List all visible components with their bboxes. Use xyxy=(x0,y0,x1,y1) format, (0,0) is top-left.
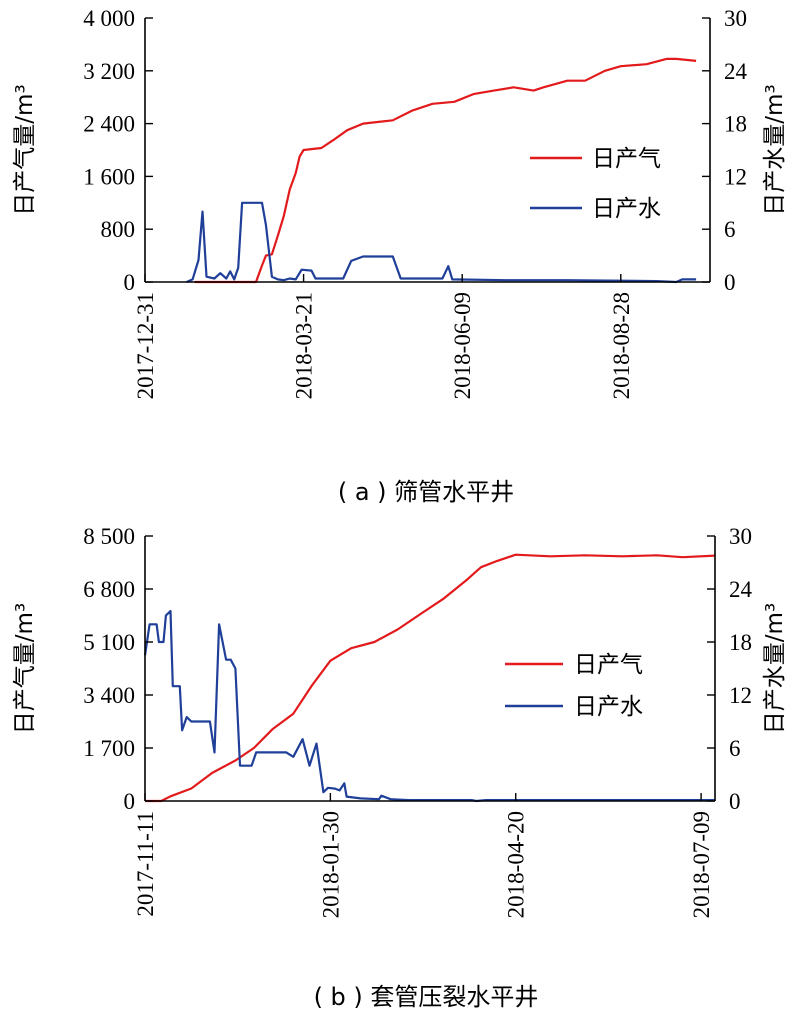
panel-caption: ( a ) 筛管水平井 xyxy=(338,478,514,506)
y-right-tick-label: 0 xyxy=(724,270,736,295)
x-tick-label: 2017-12-31 xyxy=(133,292,158,399)
y-right-tick-label: 30 xyxy=(729,524,752,549)
chart-panel-b: 0 1 700 3 400 5 100 6 800 8 500 0 6 12 18 24 30 2017… xyxy=(12,524,788,1011)
chart-panel-a: 0 800 1 600 2 400 3 200 4 000 0 6 12 18 24 30 2017-1… xyxy=(12,6,788,506)
y-left-tick-label: 2 400 xyxy=(83,112,135,137)
y-left-tick-label: 5 100 xyxy=(83,630,135,655)
y-right-tick-label: 24 xyxy=(729,577,753,602)
y-left-tick-label: 3 400 xyxy=(83,683,135,708)
y-left-tick-label: 1 600 xyxy=(83,164,135,189)
y-right-tick-label: 12 xyxy=(724,164,747,189)
series-line-water xyxy=(186,201,697,284)
y-right-tick-label: 18 xyxy=(724,112,747,137)
y-right-axis-title: 日产水量/m³ xyxy=(762,84,788,215)
x-tick-label: 2018-07-09 xyxy=(689,811,714,918)
x-tick-label: 2018-03-21 xyxy=(292,292,317,399)
panel-caption: ( b ) 套管压裂水平井 xyxy=(314,983,539,1011)
y-right-tick-label: 24 xyxy=(724,59,748,84)
series-line-gas xyxy=(145,553,716,803)
y-left-axis-title: 日产气量/m³ xyxy=(12,603,38,734)
x-tick-label: 2018-04-20 xyxy=(504,811,529,918)
x-tick-label: 2018-06-09 xyxy=(450,292,475,399)
x-tick-label: 2017-11-11 xyxy=(133,811,158,917)
y-right-tick-label: 18 xyxy=(729,630,752,655)
y-left-tick-label: 8 500 xyxy=(83,524,135,549)
y-right-tick-label: 30 xyxy=(724,6,747,31)
y-right-axis-title: 日产水量/m³ xyxy=(762,603,788,734)
legend-label: 日产水 xyxy=(592,196,661,222)
x-tick-label: 2018-08-28 xyxy=(609,292,634,399)
y-left-tick-label: 6 800 xyxy=(83,577,135,602)
y-left-axis-title: 日产气量/m³ xyxy=(12,84,38,215)
y-right-tick-label: 12 xyxy=(729,683,752,708)
y-right-tick-label: 6 xyxy=(724,217,736,242)
legend-label: 日产气 xyxy=(574,652,643,678)
y-left-tick-label: 0 xyxy=(124,789,136,814)
y-right-tick-label: 6 xyxy=(729,736,741,761)
y-left-tick-label: 3 200 xyxy=(83,59,135,84)
x-tick-label: 2018-01-30 xyxy=(318,811,343,918)
series-line-water xyxy=(143,610,715,803)
legend-label: 日产水 xyxy=(574,694,643,720)
legend-label: 日产气 xyxy=(592,146,661,172)
y-left-tick-label: 800 xyxy=(101,217,136,242)
y-right-tick-label: 0 xyxy=(729,789,741,814)
y-left-tick-label: 0 xyxy=(124,270,136,295)
y-left-tick-label: 4 000 xyxy=(83,6,135,31)
y-left-tick-label: 1 700 xyxy=(83,736,135,761)
